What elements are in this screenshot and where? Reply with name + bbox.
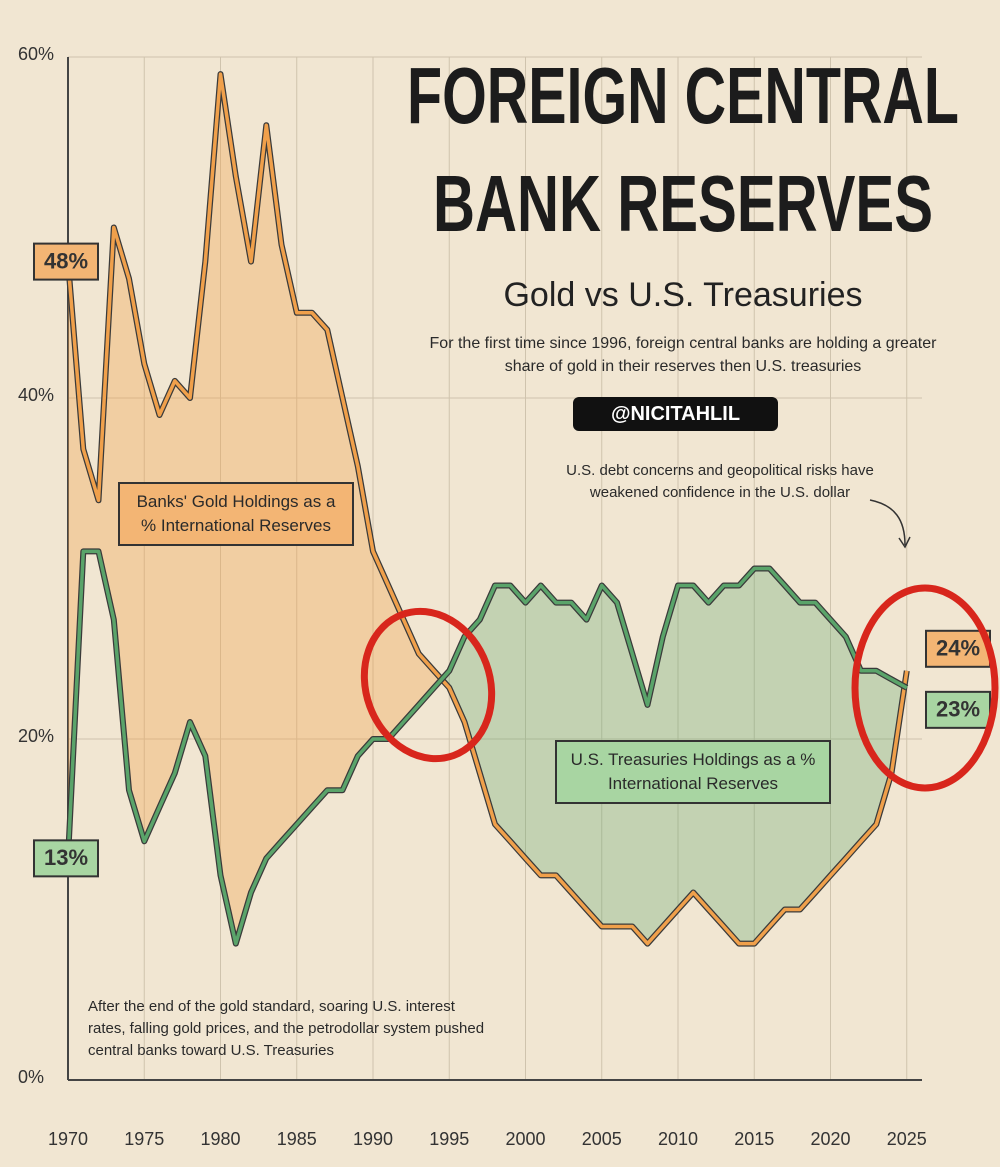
y-tick-label: 20% [18,726,54,746]
x-tick-label: 1990 [353,1129,393,1149]
value-label-box [33,839,99,878]
handle-badge: @NICITAHLIL [573,397,778,431]
chart-subtitle: Gold vs U.S. Treasuries [503,276,862,314]
description: For the first time since 1996, foreign c… [429,335,937,375]
series-line [66,549,908,946]
value-label: 23% [936,697,980,722]
value-label: 48% [44,248,88,273]
y-tick-label: 40% [18,385,54,405]
y-tick-label: 0% [18,1067,44,1087]
x-tick-label: 1985 [277,1129,317,1149]
chart-title: BANK RESERVES [433,159,933,248]
x-tick-label: 2005 [582,1129,622,1149]
x-tick-label: 1980 [200,1129,240,1149]
annotation-arrow [898,536,911,549]
chart-title: FOREIGN CENTRAL [407,51,959,140]
annotation: After the end of the gold standard, soar… [88,998,485,1059]
x-tick-label: 1970 [48,1129,88,1149]
value-label-box [925,690,991,729]
value-label: 13% [44,845,88,870]
value-label-box [925,629,991,668]
x-tick-label: 1995 [429,1129,469,1149]
y-tick-label: 60% [18,44,54,64]
value-label: 24% [936,636,980,661]
series-label: U.S. Treasuries Holdings as a % Internat… [555,740,831,804]
series-label: Banks' Gold Holdings as a % Internationa… [118,482,354,546]
value-label-box [33,242,99,281]
x-tick-label: 2025 [887,1129,927,1149]
x-tick-label: 1975 [124,1129,164,1149]
highlight-circle [851,584,999,792]
annotation-arrow [869,499,906,546]
series-line [66,72,909,946]
x-tick-label: 2000 [505,1129,545,1149]
highlight-circle [360,607,496,763]
annotation: U.S. debt concerns and geopolitical risk… [566,462,874,501]
x-tick-label: 2010 [658,1129,698,1149]
x-tick-label: 2020 [810,1129,850,1149]
x-tick-label: 2015 [734,1129,774,1149]
